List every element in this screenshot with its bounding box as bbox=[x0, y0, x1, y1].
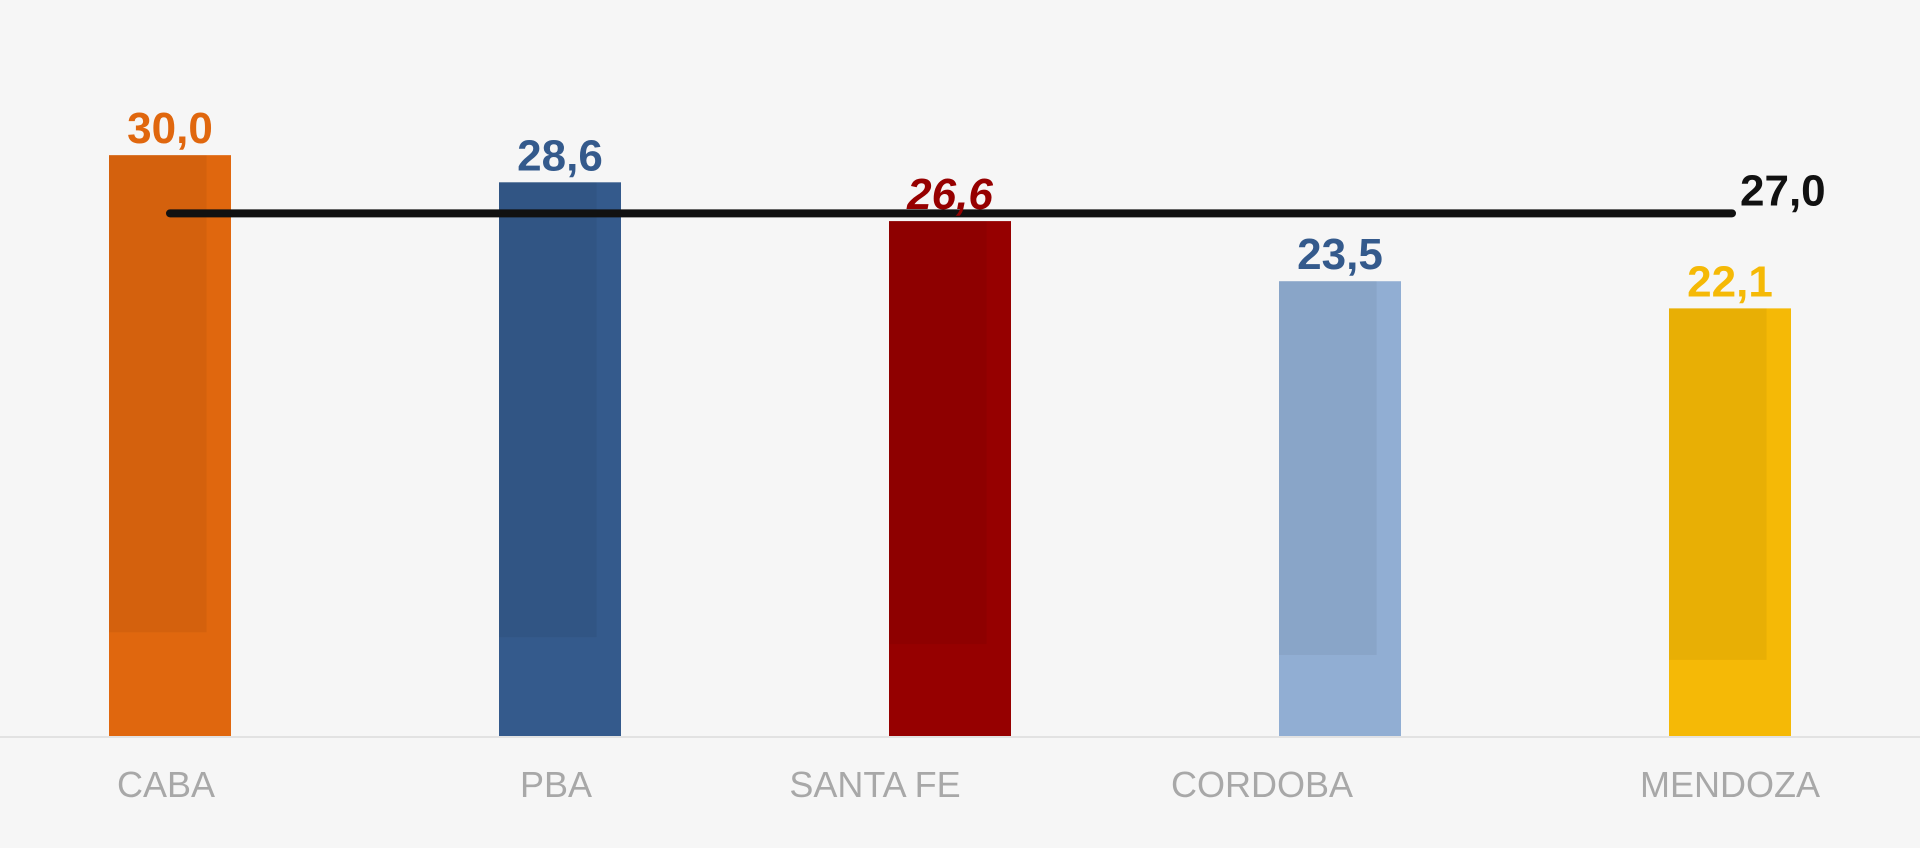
reference-line-group: 27,0 bbox=[166, 166, 1826, 218]
bar-shade-cordoba bbox=[1279, 281, 1377, 655]
bar-shade-mendoza bbox=[1669, 308, 1767, 660]
value-label-cordoba: 23,5 bbox=[1297, 230, 1383, 279]
tick-label-caba: CABA bbox=[117, 764, 215, 805]
bar-shade-pba bbox=[499, 182, 597, 638]
tick-label-pba: PBA bbox=[520, 764, 592, 805]
bar-pba bbox=[499, 182, 621, 737]
reference-line-label: 27,0 bbox=[1740, 166, 1826, 215]
value-label-santa-fe: 26,6 bbox=[906, 170, 993, 219]
tick-label-cordoba: CORDOBA bbox=[1171, 764, 1353, 805]
bars-group bbox=[109, 155, 1791, 738]
bar-cordoba bbox=[1279, 281, 1401, 737]
tick-label-mendoza: MENDOZA bbox=[1640, 764, 1820, 805]
value-label-mendoza: 22,1 bbox=[1687, 257, 1773, 306]
bar-mendoza bbox=[1669, 308, 1791, 737]
value-labels-group: 30,0 28,6 26,6 23,5 22,1 bbox=[127, 104, 1773, 306]
bar-santa-fe bbox=[889, 221, 1011, 738]
value-label-caba: 30,0 bbox=[127, 104, 213, 153]
category-ticks-group: CABA PBA SANTA FE CORDOBA MENDOZA bbox=[117, 764, 1820, 805]
tick-label-santa-fe: SANTA FE bbox=[789, 764, 960, 805]
bar-shade-santa-fe bbox=[889, 221, 987, 645]
value-label-pba: 28,6 bbox=[517, 131, 603, 180]
bar-shade-caba bbox=[109, 155, 207, 633]
bar-caba bbox=[109, 155, 231, 737]
